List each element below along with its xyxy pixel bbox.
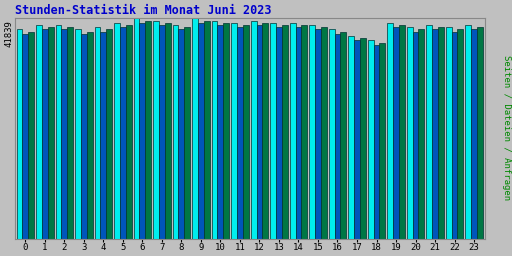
Bar	[379, 42, 386, 239]
Bar	[426, 25, 432, 239]
Bar	[106, 29, 112, 239]
Bar	[465, 25, 471, 239]
Bar	[48, 27, 54, 239]
Bar	[262, 23, 268, 239]
Bar	[446, 27, 452, 239]
Text: Stunden-Statistik im Monat Juni 2023: Stunden-Statistik im Monat Juni 2023	[14, 4, 271, 17]
Bar	[438, 27, 444, 239]
Bar	[55, 25, 61, 239]
Bar	[100, 31, 106, 239]
Bar	[95, 27, 100, 239]
Bar	[237, 27, 243, 239]
Bar	[399, 25, 405, 239]
Bar	[218, 25, 223, 239]
Bar	[348, 36, 354, 239]
Text: Seiten / Dateien / Anfragen: Seiten / Dateien / Anfragen	[502, 56, 511, 200]
Bar	[87, 31, 93, 239]
Bar	[179, 29, 184, 239]
Bar	[360, 38, 366, 239]
Bar	[452, 31, 458, 239]
Bar	[145, 20, 151, 239]
Bar	[139, 23, 145, 239]
Bar	[28, 31, 34, 239]
Bar	[368, 40, 374, 239]
Bar	[42, 29, 48, 239]
Bar	[198, 23, 204, 239]
Bar	[251, 20, 257, 239]
Bar	[223, 23, 229, 239]
Bar	[159, 25, 165, 239]
Bar	[36, 25, 42, 239]
Bar	[231, 23, 237, 239]
Bar	[387, 23, 393, 239]
Bar	[204, 20, 210, 239]
Bar	[173, 25, 179, 239]
Bar	[276, 27, 282, 239]
Bar	[120, 27, 126, 239]
Bar	[334, 34, 340, 239]
Bar	[471, 29, 477, 239]
Bar	[81, 34, 87, 239]
Bar	[153, 20, 159, 239]
Bar	[23, 34, 28, 239]
Bar	[61, 29, 67, 239]
Bar	[184, 27, 190, 239]
Bar	[282, 25, 288, 239]
Bar	[290, 23, 295, 239]
Bar	[393, 27, 399, 239]
Bar	[354, 40, 360, 239]
Bar	[134, 18, 139, 239]
Bar	[329, 29, 334, 239]
Bar	[126, 25, 132, 239]
Bar	[340, 31, 346, 239]
Bar	[270, 23, 276, 239]
Bar	[315, 29, 321, 239]
Bar	[16, 29, 23, 239]
Bar	[211, 20, 218, 239]
Bar	[432, 29, 438, 239]
Bar	[413, 31, 418, 239]
Bar	[75, 29, 81, 239]
Bar	[257, 25, 262, 239]
Bar	[374, 45, 379, 239]
Bar	[477, 27, 483, 239]
Bar	[243, 25, 249, 239]
Bar	[418, 29, 424, 239]
Bar	[295, 27, 302, 239]
Bar	[407, 27, 413, 239]
Bar	[321, 27, 327, 239]
Bar	[302, 25, 307, 239]
Bar	[114, 23, 120, 239]
Bar	[192, 18, 198, 239]
Bar	[67, 27, 73, 239]
Bar	[458, 29, 463, 239]
Bar	[309, 25, 315, 239]
Bar	[165, 23, 170, 239]
